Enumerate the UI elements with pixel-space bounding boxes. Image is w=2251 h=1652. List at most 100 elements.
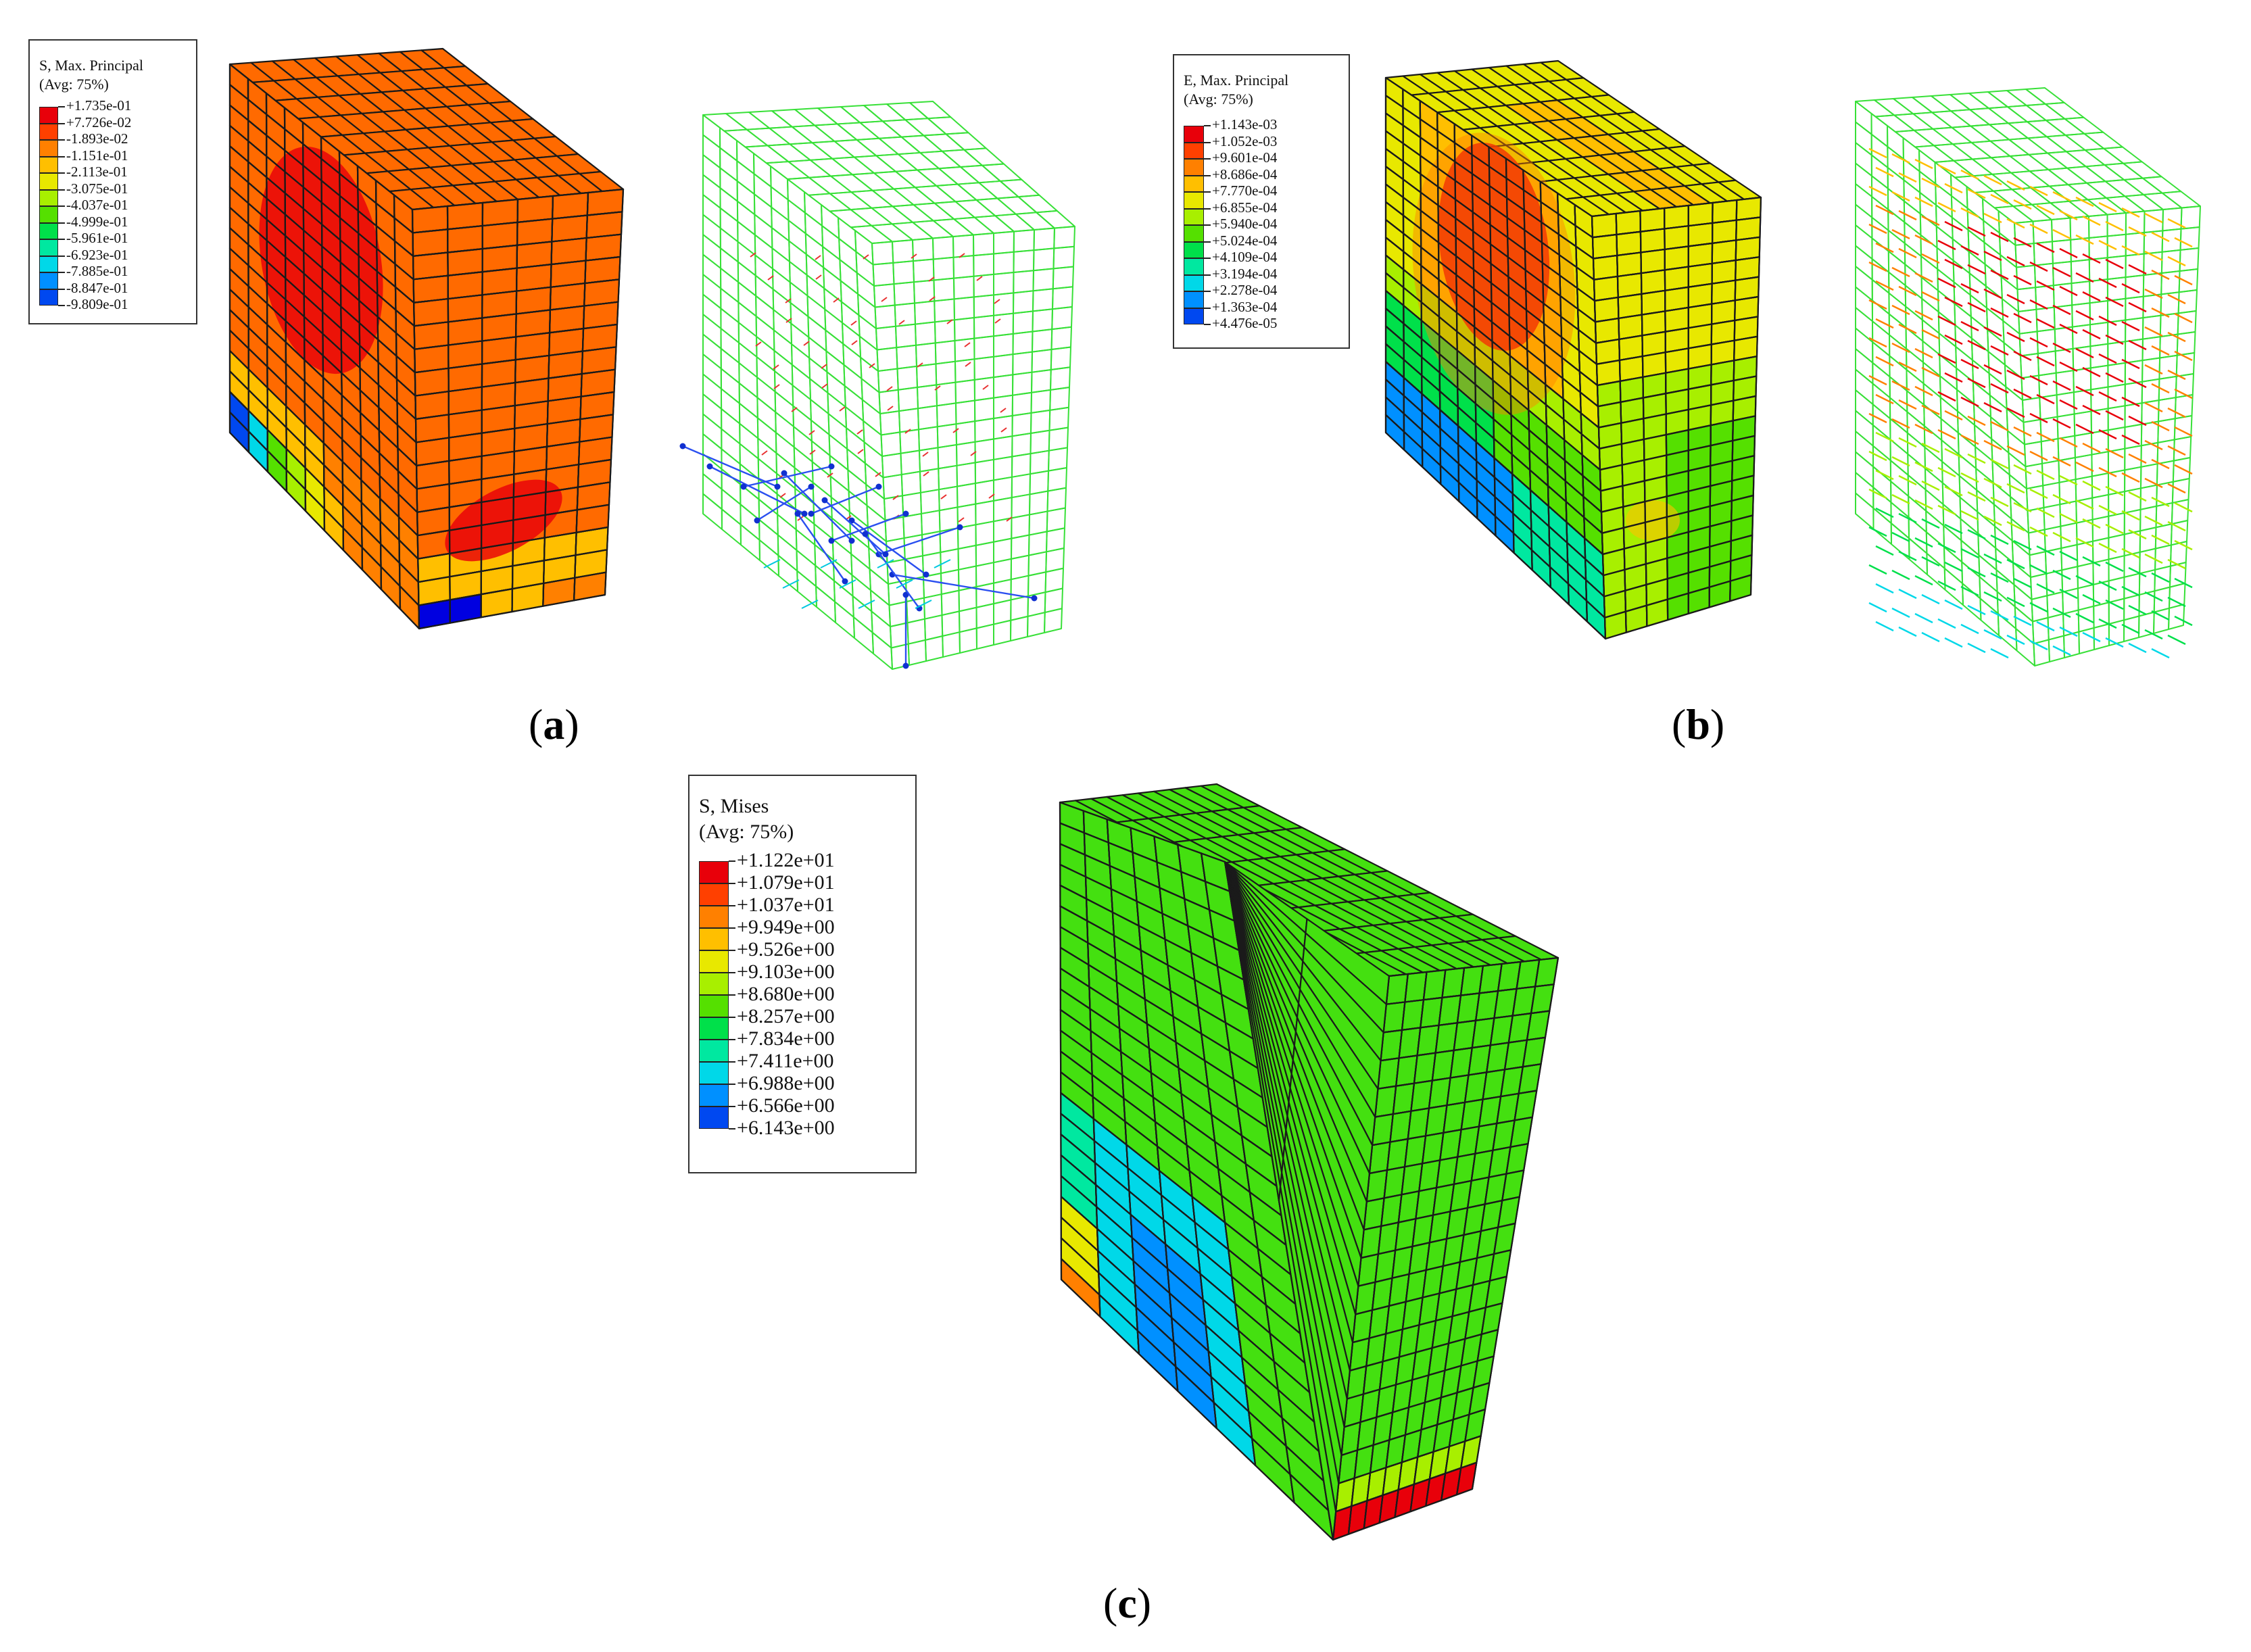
legend-swatch [1184,308,1204,324]
principal-strain-vector [2075,234,2094,245]
principal-strain-vector [2144,364,2163,375]
principal-strain-vector [1868,602,1887,613]
principal-strain-vector [2059,512,2078,524]
mesh-a-front [721,408,741,445]
mesh-b-front [1941,460,1961,498]
principal-strain-vector [2144,402,2163,413]
principal-strain-vector [2059,323,2078,335]
principal-strain-vector [1868,412,1887,424]
mesh-b-right [2141,378,2160,404]
vector-arrowhead [740,483,747,490]
mesh-a-right [903,534,923,560]
principal-strain-vector [2052,456,2071,467]
mesh-a-front [810,419,831,456]
mesh-b-right [2124,402,2143,428]
legend-tick [729,994,735,996]
principal-strain-vector [2006,634,2025,646]
mesh-b-right [2089,364,2109,391]
mesh-a-right [993,374,1014,399]
principal-strain-vector [2029,526,2048,537]
mesh-a-right [1053,226,1075,249]
mesh-a-top [875,153,918,172]
principal-strain-vector [2075,537,2094,548]
mesh-b-top [2123,161,2162,179]
mesh-b-front [1935,183,1953,218]
mesh-b-right [2075,475,2093,502]
mesh-a-top [859,120,902,139]
principal-strain-vector [1967,491,1986,502]
mesh-a-right [896,365,918,391]
block-b-right-grid [1729,574,1752,602]
legend-value: +1.122e+01 [737,848,835,871]
mesh-b-right [2168,604,2185,630]
mesh-b-right [2140,420,2159,447]
mesh-b-front [2001,298,2020,335]
mesh-a-front [856,272,876,308]
principal-strain-vector [2006,293,2025,305]
mesh-a-right [993,292,1015,316]
mesh-b-right [2172,457,2191,483]
mesh-a-right [1052,286,1073,310]
principal-strain-vector [1960,320,1979,332]
mesh-b-right [2037,350,2057,376]
legend-swatch [699,1084,729,1107]
principal-strain-vector [2151,383,2170,394]
mesh-a-top [831,156,875,176]
mesh-a-right [1011,453,1032,478]
principal-vector-tension [815,255,821,260]
mesh-a-top [936,183,977,203]
mesh-b-top [1991,172,2032,191]
principal-vector-tension [911,253,917,259]
principal-strain-vector [2151,345,2170,356]
mesh-a-right [1013,270,1034,294]
mesh-a-right [913,258,935,283]
mesh-b-right [2176,331,2196,356]
principal-strain-vector [2075,575,2094,586]
principal-strain-vector [2174,539,2193,551]
legend-value: +7.726e-02 [66,114,132,130]
mesh-a-right [936,381,957,407]
principal-strain-vector [1891,342,1910,354]
mesh-a-top [850,207,893,226]
principal-strain-vector [1914,423,1933,435]
mesh-a-right [954,358,975,383]
mesh-b-right [2070,237,2090,262]
principal-strain-vector [2052,645,2071,656]
legend-tick [1204,125,1211,126]
legend-value: -4.999e-01 [66,213,128,230]
mesh-b-top [1874,114,1915,132]
mesh-a-top [725,112,771,130]
mesh-a-right [993,333,1014,358]
mesh-a-front [829,475,850,513]
principal-strain-vector [1875,280,1894,291]
principal-strain-vector [1944,220,1963,232]
mesh-a-front [788,240,808,276]
mesh-a-front [810,399,830,435]
mesh-a-front [736,200,756,236]
principal-strain-vector [1960,358,1979,370]
legend-swatch [39,107,58,124]
mesh-b-top [2028,152,2068,170]
mesh-b-top [1989,122,2029,141]
mesh-a-front [846,448,867,485]
mesh-a-right [879,410,901,436]
mesh-b-front [1969,294,1989,331]
principal-strain-vector [1937,315,1956,326]
principal-strain-vector [1967,642,1986,654]
mesh-a-top [973,215,1015,234]
principal-strain-vector [2151,420,2170,432]
mesh-b-right [2040,438,2060,464]
mesh-b-top [1893,113,1934,131]
mesh-b-front [1855,410,1874,447]
mesh-a-top [829,209,873,228]
mesh-a-right [871,241,894,266]
principal-strain-vector [1875,204,1894,216]
mesh-b-right [2124,423,2143,450]
principal-strain-vector [1944,485,1963,497]
principal-strain-vector [1944,447,1963,459]
mesh-b-front [2011,539,2031,578]
strain-hotspot-b1-halo [1412,132,1576,415]
legend-b-avg: (Avg: 75%) [1184,91,1253,107]
legend-tick [58,106,65,107]
mesh-a-top [748,110,793,129]
